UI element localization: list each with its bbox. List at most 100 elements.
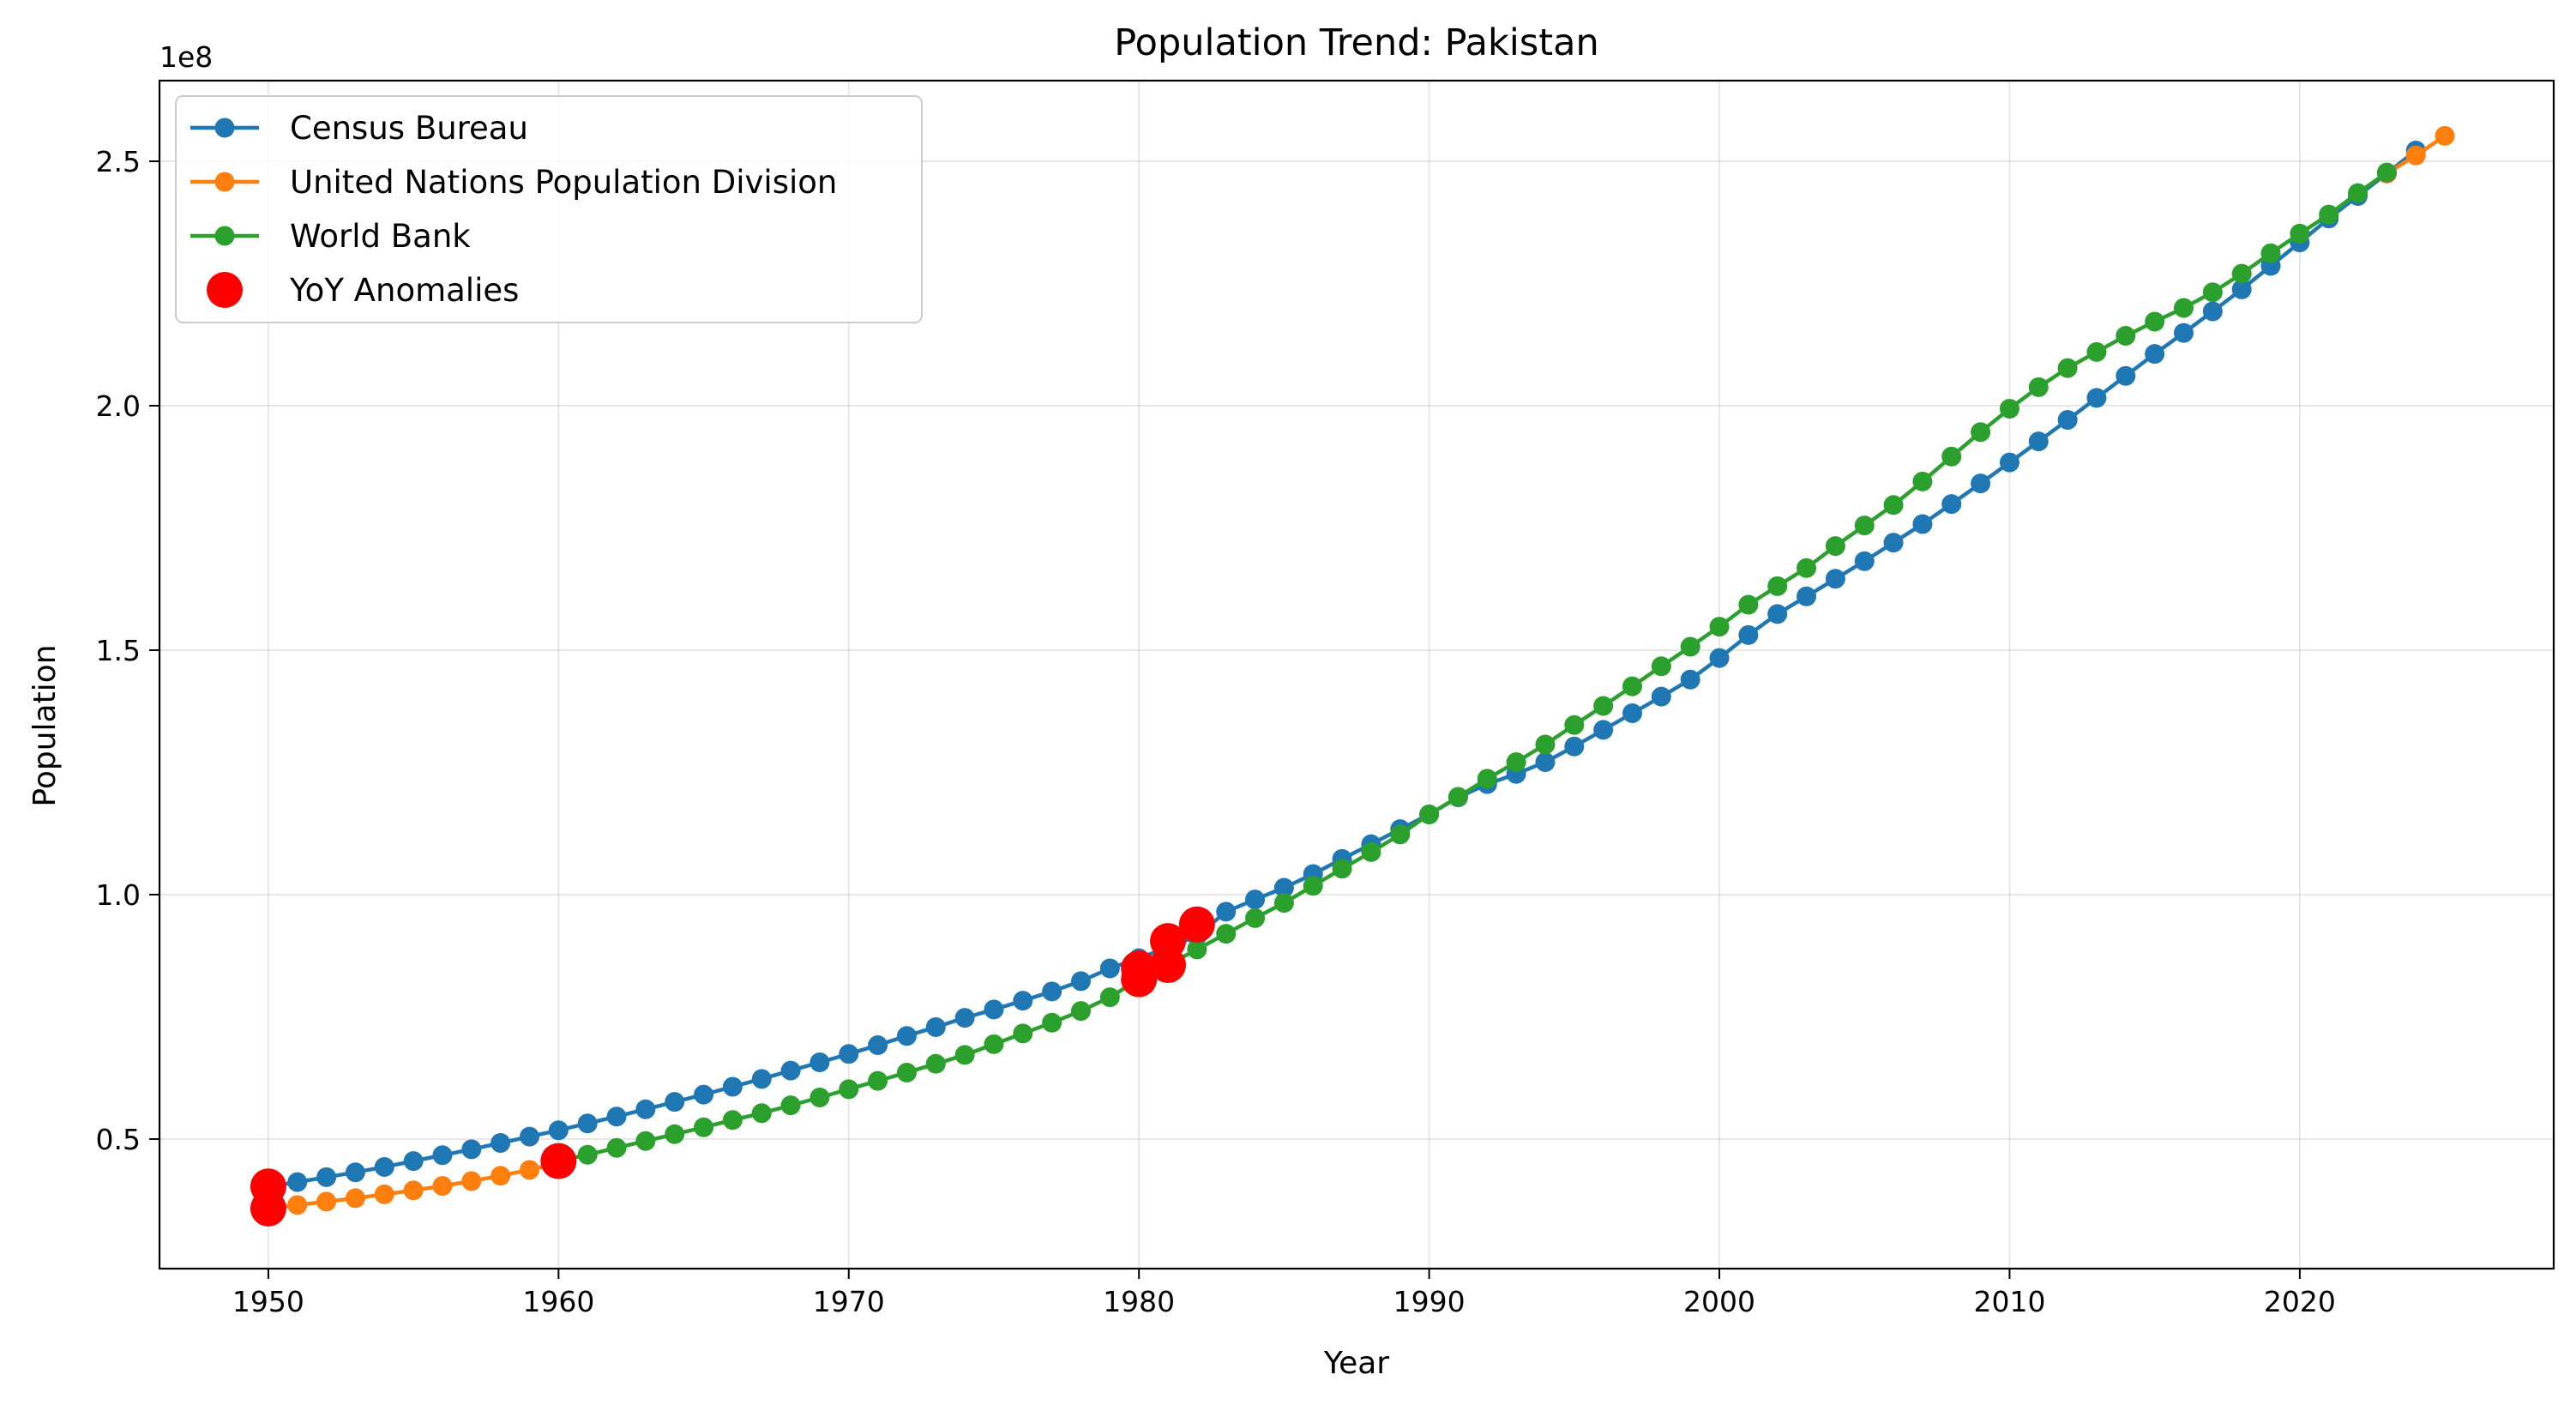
data-point-world-bank (2202, 282, 2223, 303)
series-world-bank (548, 162, 2397, 1172)
data-point-world-bank (868, 1070, 888, 1091)
y-axis-label: Population (27, 644, 63, 806)
data-point-census-bureau (1854, 551, 1875, 571)
data-point-world-bank (2348, 183, 2368, 203)
legend-marker (214, 172, 235, 192)
data-point-census-bureau (1971, 473, 1991, 494)
data-point-census-bureau (780, 1060, 801, 1081)
data-point-world-bank (1535, 734, 1556, 755)
data-point-census-bureau (839, 1044, 859, 1064)
data-point-census-bureau (2028, 431, 2049, 452)
data-point-world-bank (1361, 841, 1381, 862)
x-tick-label: 1990 (1393, 1285, 1466, 1318)
data-point-world-bank (1099, 987, 1120, 1008)
data-point-census-bureau (635, 1099, 656, 1119)
anomaly-point (1150, 923, 1187, 960)
data-point-world-bank (2290, 223, 2310, 244)
legend-label: World Bank (290, 218, 471, 255)
data-point-census-bureau (2145, 344, 2165, 365)
data-point-census-bureau (316, 1167, 337, 1187)
data-point-un-population-division (461, 1171, 482, 1191)
data-point-census-bureau (1535, 752, 1556, 773)
data-point-census-bureau (1216, 901, 1237, 922)
anomaly-point (1178, 906, 1215, 943)
data-point-census-bureau (665, 1092, 685, 1113)
data-point-census-bureau (1273, 877, 1294, 898)
data-point-world-bank (2028, 377, 2049, 397)
data-point-census-bureau (577, 1113, 598, 1134)
data-point-census-bureau (1622, 703, 1643, 724)
data-point-census-bureau (2202, 301, 2223, 322)
data-point-world-bank (694, 1117, 714, 1137)
y-tick-label: 1.0 (96, 878, 141, 912)
data-point-world-bank (1303, 876, 1323, 896)
y-tick-label: 2.0 (96, 389, 141, 423)
data-point-world-bank (1622, 676, 1643, 696)
legend-marker (214, 118, 235, 138)
data-point-census-bureau (925, 1016, 946, 1037)
data-point-census-bureau (751, 1069, 772, 1089)
data-point-world-bank (1854, 516, 1875, 536)
x-tick-label: 1960 (522, 1285, 594, 1318)
data-point-world-bank (1506, 752, 1526, 773)
data-point-world-bank (925, 1053, 946, 1074)
data-point-census-bureau (1564, 736, 1585, 757)
data-point-world-bank (1709, 617, 1730, 637)
data-point-world-bank (1477, 769, 1497, 789)
plot-series (258, 125, 2455, 1219)
data-point-world-bank (984, 1034, 1004, 1054)
data-point-world-bank (1419, 805, 1440, 825)
anomaly-point (540, 1143, 577, 1179)
y-tick-label: 1.5 (96, 634, 141, 667)
data-point-world-bank (1767, 576, 1788, 596)
data-point-world-bank (1941, 446, 1962, 467)
data-point-census-bureau (1825, 569, 1845, 589)
data-point-census-bureau (1912, 514, 1933, 534)
data-point-world-bank (1332, 859, 1352, 879)
data-point-world-bank (1564, 715, 1585, 735)
data-point-un-population-division (432, 1176, 453, 1197)
data-point-census-bureau (345, 1162, 365, 1183)
data-point-census-bureau (896, 1026, 917, 1046)
data-point-world-bank (1187, 939, 1207, 960)
data-point-world-bank (1825, 536, 1845, 557)
data-point-world-bank (2116, 326, 2136, 347)
data-point-census-bureau (287, 1172, 308, 1192)
data-point-un-population-division (287, 1195, 308, 1215)
data-point-census-bureau (403, 1151, 424, 1172)
data-point-census-bureau (1245, 889, 1266, 910)
data-point-census-bureau (1099, 958, 1120, 979)
data-point-census-bureau (1767, 604, 1788, 624)
data-point-census-bureau (810, 1052, 830, 1072)
data-point-world-bank (1042, 1012, 1062, 1033)
y-offset-label: 1e8 (159, 40, 213, 74)
data-point-census-bureau (722, 1076, 743, 1097)
anomaly-point (1121, 950, 1158, 987)
data-point-census-bureau (1883, 533, 1904, 553)
data-point-census-bureau (432, 1145, 453, 1166)
x-tick-label: 2020 (2264, 1285, 2336, 1318)
data-point-world-bank (577, 1144, 598, 1165)
data-point-census-bureau (984, 999, 1004, 1020)
legend-label: Census Bureau (290, 110, 528, 147)
y-tick-label: 0.5 (96, 1123, 141, 1156)
data-point-world-bank (2174, 298, 2194, 318)
x-tick-label: 1980 (1103, 1285, 1175, 1318)
data-point-census-bureau (519, 1126, 539, 1147)
data-point-world-bank (2231, 263, 2252, 284)
data-point-world-bank (896, 1062, 917, 1082)
legend-label: United Nations Population Division (290, 164, 837, 201)
data-point-world-bank (1593, 696, 1614, 716)
axis-ticks: 1950 1960 1970 1980 1990 2000 2010 2020 0.5 1.0 1.… (96, 145, 2336, 1318)
y-tick-label: 2.5 (96, 145, 141, 178)
data-point-census-bureau (1797, 586, 1817, 606)
data-point-un-population-division (2435, 125, 2455, 146)
data-point-census-bureau (1013, 991, 1033, 1011)
data-point-world-bank (780, 1095, 801, 1116)
data-point-census-bureau (1941, 494, 1962, 515)
plot-frame (158, 79, 2555, 1270)
data-point-census-bureau (868, 1035, 888, 1056)
data-point-census-bureau (1042, 981, 1062, 1002)
data-point-world-bank (1013, 1023, 1033, 1044)
legend-label: YoY Anomalies (289, 272, 519, 309)
